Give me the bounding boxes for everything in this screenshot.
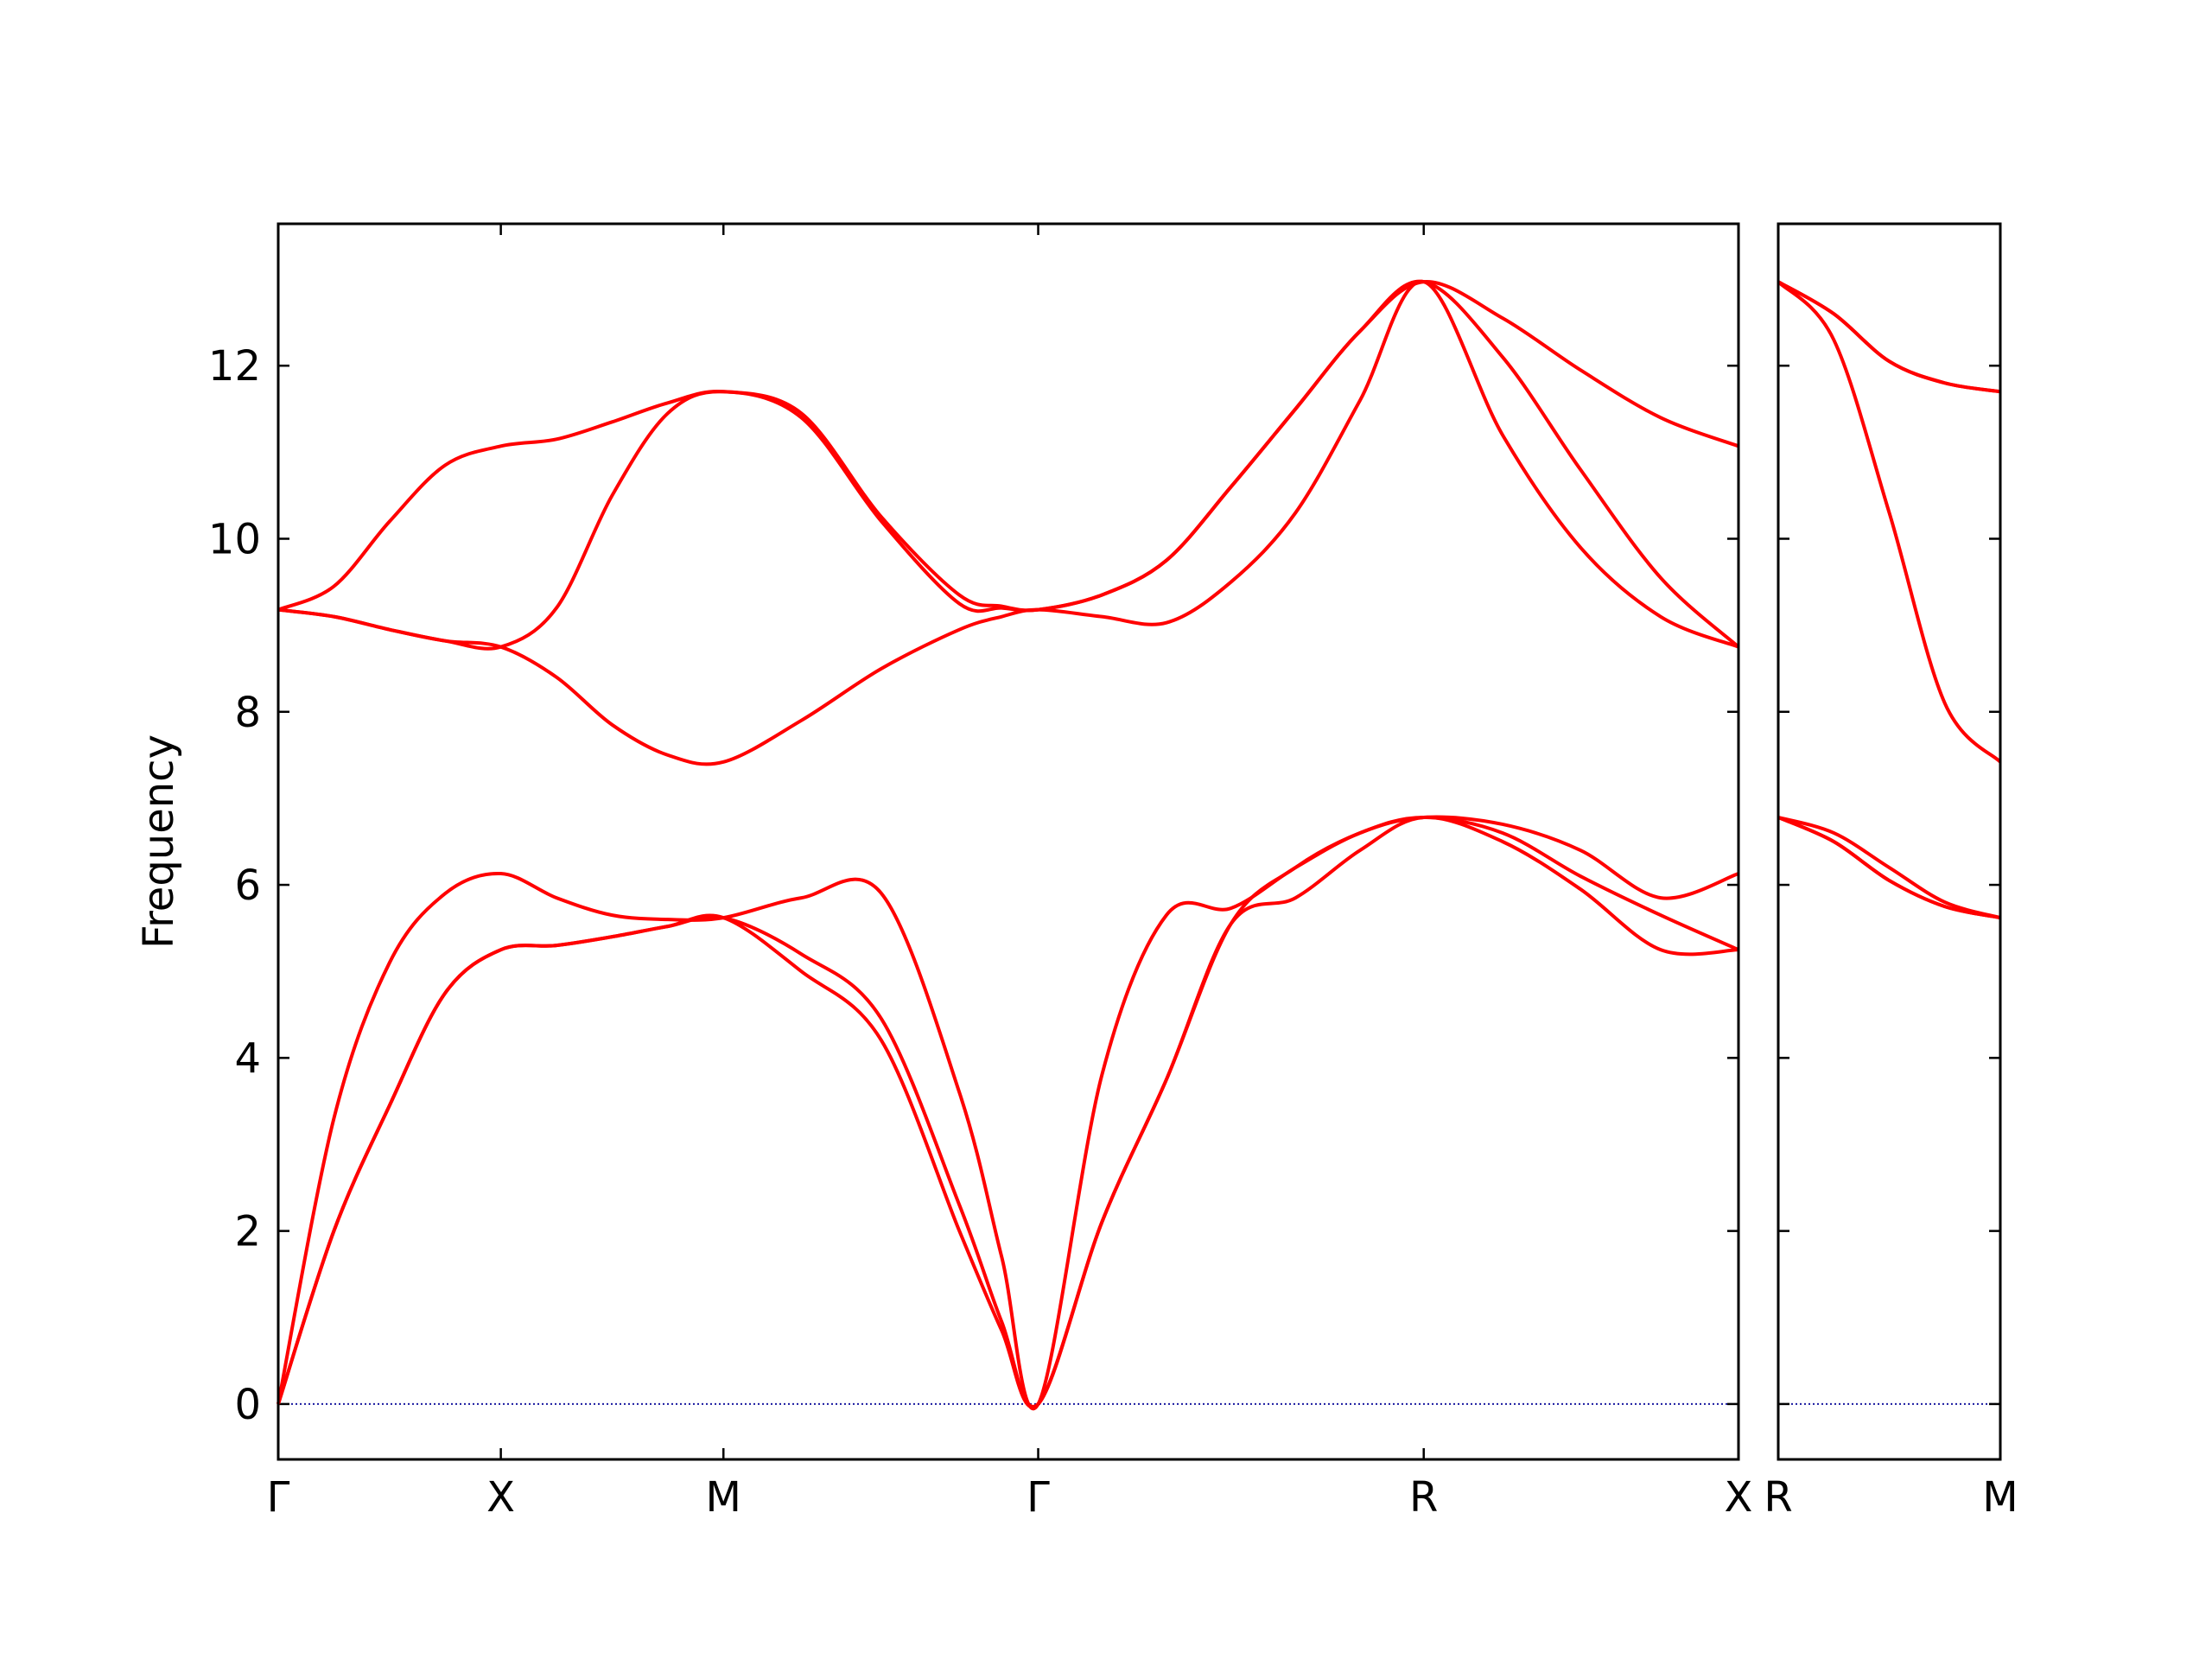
band-line xyxy=(1777,280,2001,394)
band-line xyxy=(277,280,1739,613)
y-tick-label: 6 xyxy=(234,861,261,910)
band-line xyxy=(1777,816,2001,920)
band-line xyxy=(1777,280,2002,764)
plot-frame xyxy=(276,222,1740,1461)
band-line xyxy=(277,279,1740,651)
band-line xyxy=(277,280,1739,766)
band-line xyxy=(276,815,1739,1408)
y-tick-label: 0 xyxy=(234,1381,261,1429)
x-tick-label: Γ xyxy=(1027,1473,1050,1522)
y-tick-label: 12 xyxy=(208,342,261,391)
x-tick-label: R xyxy=(1764,1473,1792,1522)
y-tick-label: 10 xyxy=(208,516,261,564)
x-tick-label: M xyxy=(706,1473,741,1522)
plot-frame xyxy=(1777,222,2002,1461)
x-tick-label: X xyxy=(486,1473,515,1522)
band-line xyxy=(276,815,1739,1409)
band-line xyxy=(276,815,1739,1411)
y-tick-label: 4 xyxy=(234,1034,261,1083)
x-tick-label: R xyxy=(1409,1473,1438,1522)
x-tick-label: M xyxy=(1982,1473,2018,1522)
y-axis-label: Frequency xyxy=(135,734,183,949)
y-tick-label: 2 xyxy=(234,1208,261,1256)
x-tick-label: Γ xyxy=(267,1473,290,1522)
y-tick-label: 8 xyxy=(234,689,261,737)
band-line xyxy=(1777,816,2001,920)
x-tick-label: X xyxy=(1725,1473,1753,1522)
